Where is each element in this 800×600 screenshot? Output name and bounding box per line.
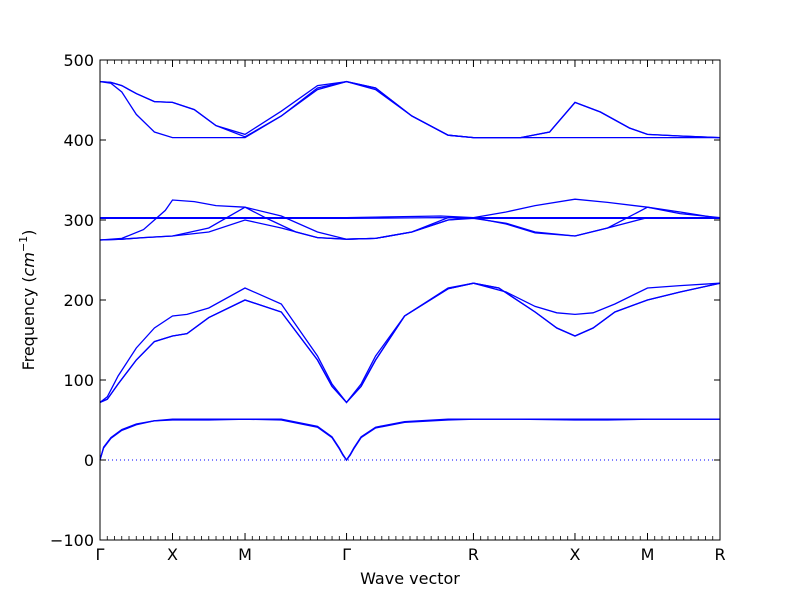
y-tick-label: 100 (63, 371, 94, 390)
y-tick-label: 300 (63, 211, 94, 230)
y-axis-label-main: Frequency ( (19, 276, 38, 370)
x-tick-label: R (468, 545, 479, 564)
y-axis-label-exponent: −1 (17, 236, 30, 252)
x-tick-label: M (641, 545, 655, 564)
y-axis-ticks: −100 0 100 200 300 400 500 (50, 51, 720, 550)
x-tick-label: X (167, 545, 178, 564)
phonon-branch-5 (99, 282, 721, 404)
x-axis-label: Wave vector (360, 569, 460, 588)
y-tick-label: 500 (63, 51, 94, 70)
phonon-branch-13 (99, 80, 720, 139)
y-tick-label: 0 (84, 451, 94, 470)
phonon-branch-3 (99, 282, 721, 404)
x-tick-label: Γ (96, 545, 105, 564)
phonon-branch-12 (99, 80, 721, 139)
x-tick-label: M (238, 545, 252, 564)
x-tick-label: R (714, 545, 725, 564)
y-axis-label: Frequency (cm−1) (17, 230, 38, 371)
y-axis-label-unit: cm (19, 252, 38, 276)
x-tick-label: Γ (342, 545, 351, 564)
phonon-branch-10 (100, 216, 720, 220)
y-axis-label-close: ) (19, 230, 38, 236)
phonon-branch-2 (99, 418, 720, 462)
y-tick-label: −100 (50, 531, 94, 550)
phonon-branch-9 (100, 215, 720, 219)
y-tick-label: 200 (63, 291, 94, 310)
series-group (99, 80, 721, 462)
x-tick-label: X (569, 545, 580, 564)
y-tick-label: 400 (63, 131, 94, 150)
phonon-branch-8 (99, 199, 721, 241)
